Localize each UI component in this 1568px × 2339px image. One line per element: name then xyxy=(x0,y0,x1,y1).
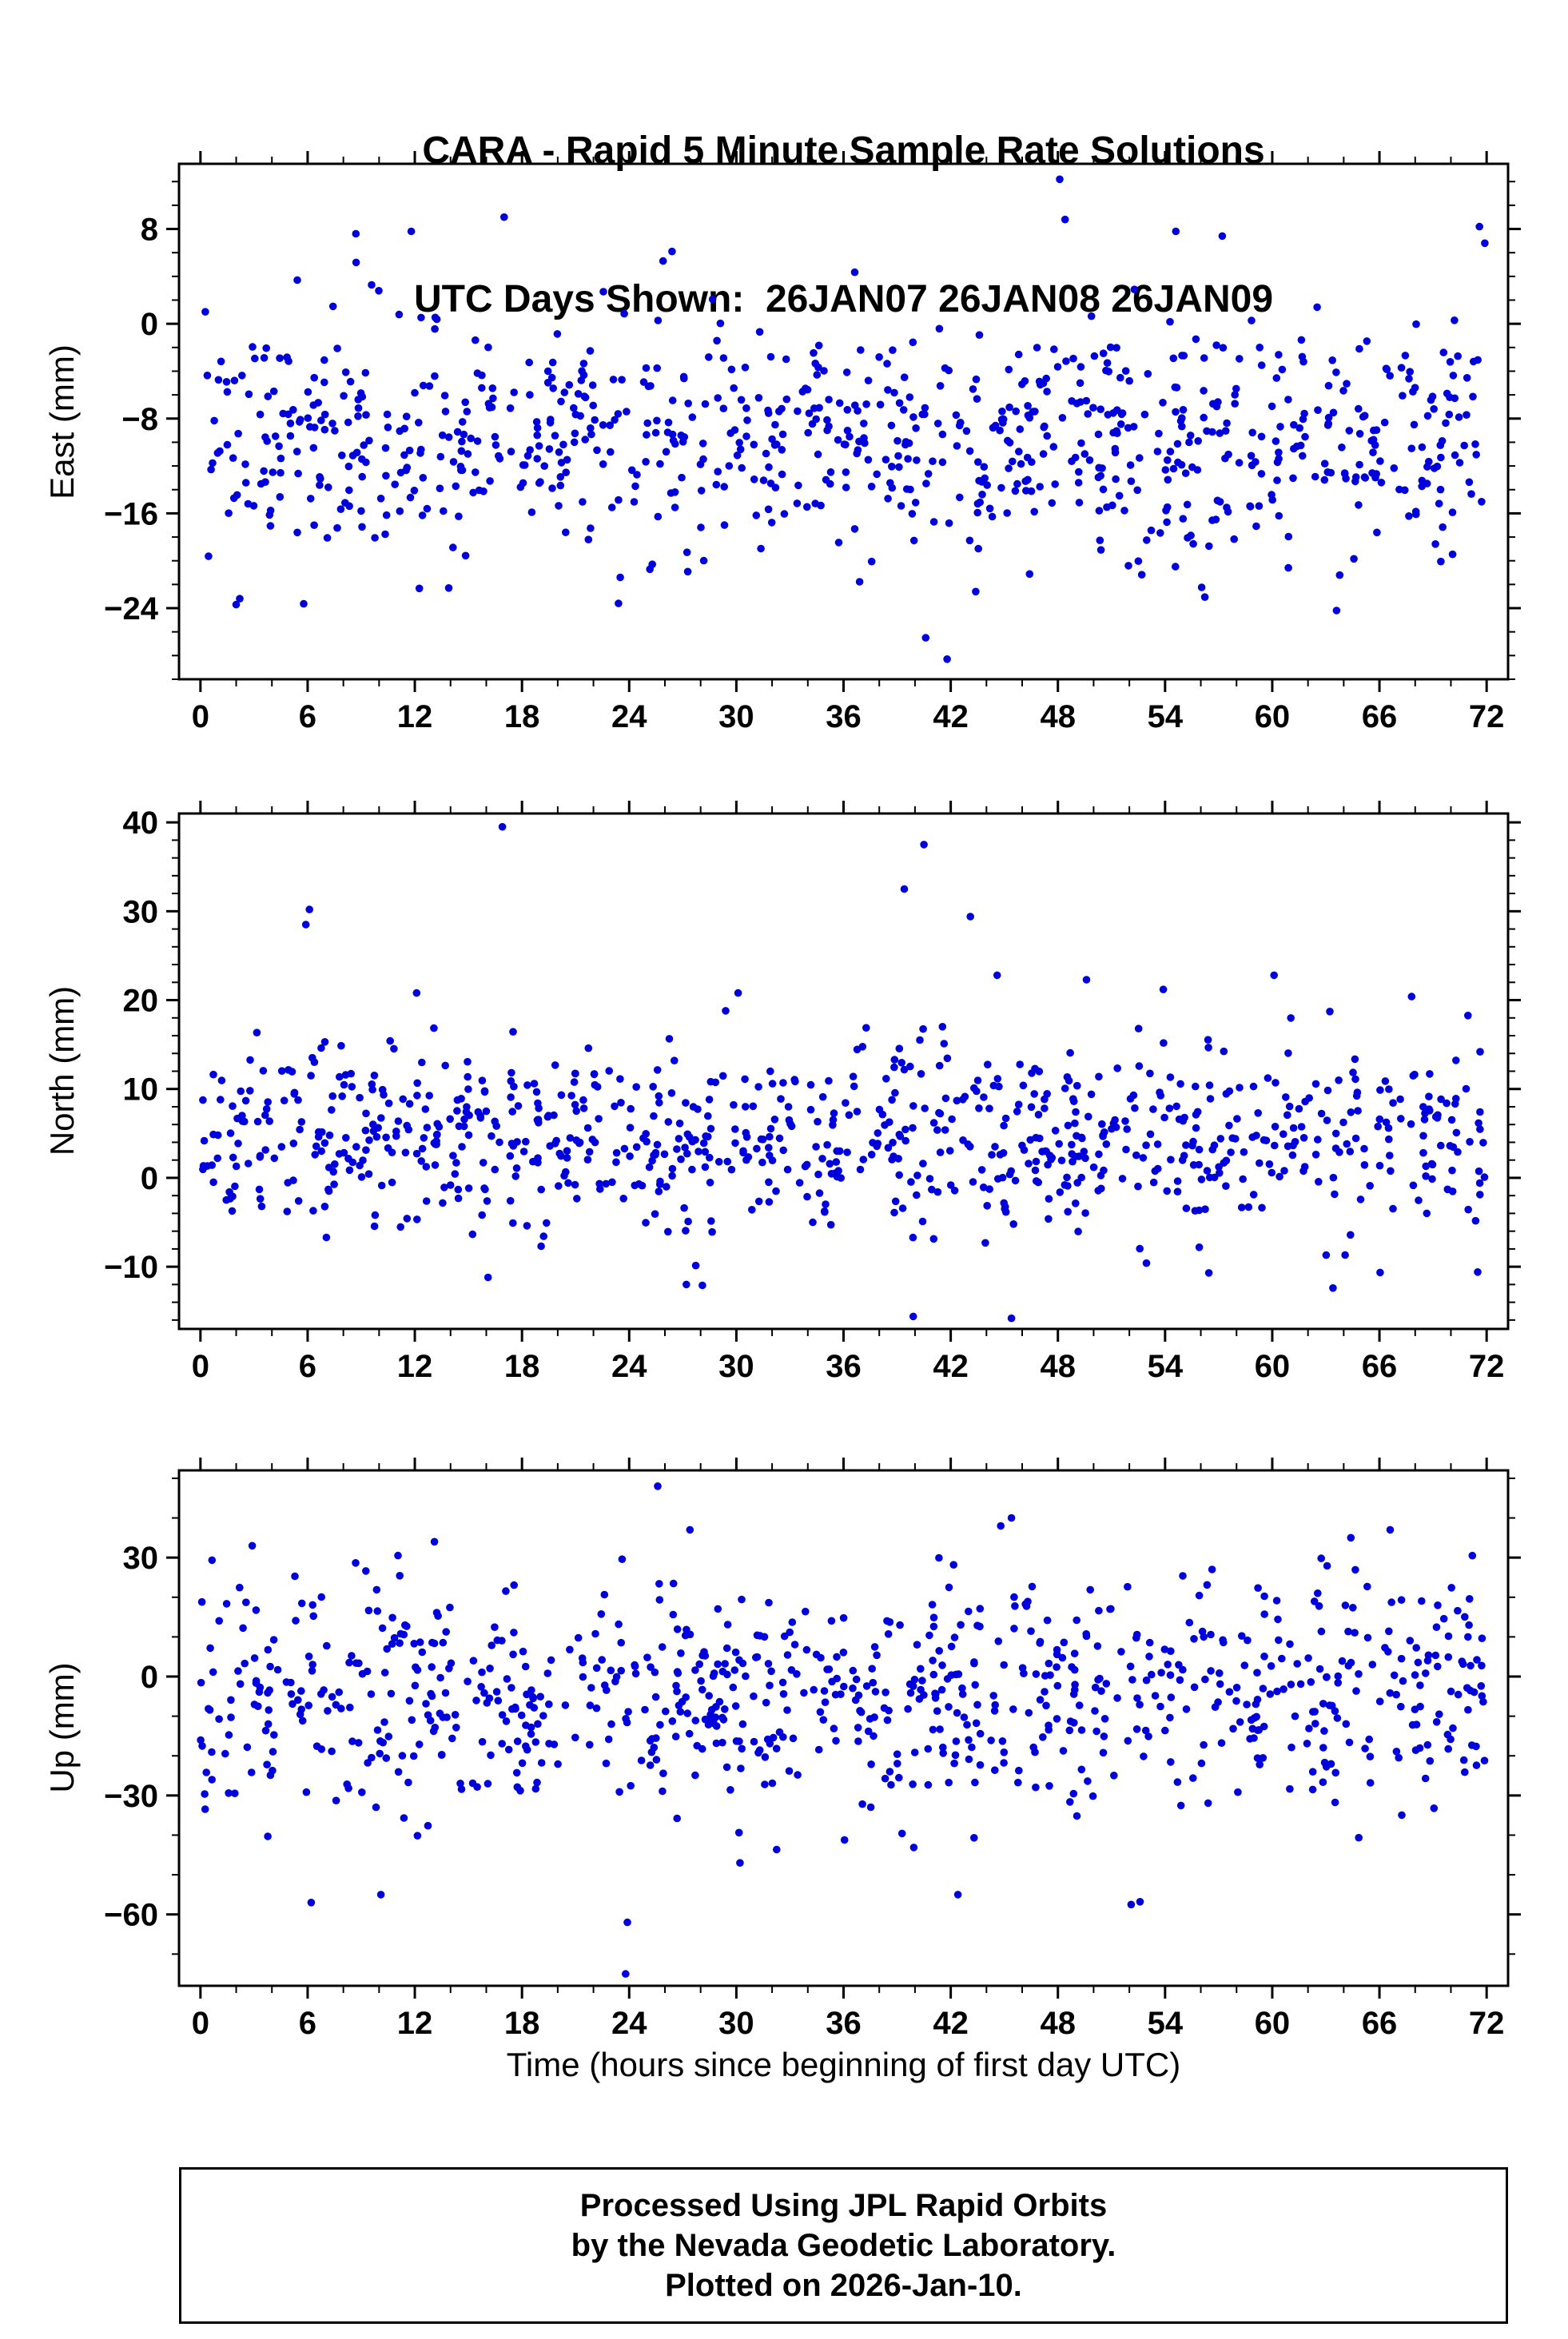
svg-text:54: 54 xyxy=(1148,699,1184,734)
svg-text:6: 6 xyxy=(299,2006,316,2041)
north-points xyxy=(199,822,1489,1323)
svg-text:24: 24 xyxy=(611,1349,647,1384)
svg-text:−16: −16 xyxy=(104,496,158,531)
title-line-2: UTC Days Shown: 26JAN07 26JAN08 26JAN09 xyxy=(413,278,1274,320)
svg-text:40: 40 xyxy=(123,806,159,841)
svg-text:0: 0 xyxy=(141,1161,158,1196)
svg-text:−60: −60 xyxy=(104,1898,158,1933)
svg-text:66: 66 xyxy=(1362,2006,1398,2041)
footer-line-3: Plotted on 2026-Jan-10. xyxy=(665,2268,1022,2303)
svg-text:30: 30 xyxy=(718,2006,754,2041)
svg-text:72: 72 xyxy=(1469,1349,1505,1384)
svg-text:−8: −8 xyxy=(121,402,158,437)
svg-text:36: 36 xyxy=(826,1349,862,1384)
svg-text:66: 66 xyxy=(1362,1349,1398,1384)
title-line-1: CARA - Rapid 5 Minute Sample Rate Soluti… xyxy=(422,129,1265,172)
svg-text:30: 30 xyxy=(718,1349,754,1384)
y-axis-label-north: North (mm) xyxy=(43,985,81,1156)
svg-text:6: 6 xyxy=(299,699,316,734)
svg-text:0: 0 xyxy=(141,307,158,342)
svg-text:12: 12 xyxy=(397,699,433,734)
y-axis-label-east: East (mm) xyxy=(43,344,81,499)
svg-text:18: 18 xyxy=(504,699,540,734)
svg-text:20: 20 xyxy=(123,984,159,1019)
svg-text:0: 0 xyxy=(192,2006,209,2041)
svg-text:66: 66 xyxy=(1362,699,1398,734)
up-panel: 0 6 12 18 24 30 36 42 48 54 60 66 72 30 0 −30 −60 xyxy=(104,1458,1521,2041)
svg-text:42: 42 xyxy=(933,2006,969,2041)
up-points xyxy=(197,1482,1489,1978)
svg-text:24: 24 xyxy=(611,2006,647,2041)
svg-text:0: 0 xyxy=(192,699,209,734)
svg-text:8: 8 xyxy=(141,213,158,248)
svg-text:10: 10 xyxy=(123,1072,159,1108)
x-axis-label: Time (hours since beginning of first day… xyxy=(506,2046,1181,2083)
svg-text:72: 72 xyxy=(1469,2006,1505,2041)
svg-text:−24: −24 xyxy=(104,591,159,627)
svg-text:42: 42 xyxy=(933,1349,969,1384)
svg-text:60: 60 xyxy=(1255,1349,1291,1384)
svg-text:30: 30 xyxy=(718,699,754,734)
svg-text:36: 36 xyxy=(826,2006,862,2041)
svg-text:18: 18 xyxy=(504,2006,540,2041)
svg-text:30: 30 xyxy=(123,1541,159,1576)
footer-line-2: by the Nevada Geodetic Laboratory. xyxy=(571,2228,1116,2263)
svg-text:12: 12 xyxy=(397,1349,433,1384)
svg-text:48: 48 xyxy=(1040,699,1076,734)
north-panel: 0 6 12 18 24 30 36 42 48 54 60 66 72 40 30 20 10 0 −10 xyxy=(104,801,1521,1384)
footer-box: Processed Using JPL Rapid Orbits by the … xyxy=(179,2167,1508,2324)
y-axis-label-up: Up (mm) xyxy=(43,1662,81,1793)
footer-line-1: Processed Using JPL Rapid Orbits xyxy=(579,2188,1108,2223)
svg-text:18: 18 xyxy=(504,1349,540,1384)
svg-text:30: 30 xyxy=(123,894,159,929)
svg-text:−30: −30 xyxy=(104,1779,158,1814)
svg-text:24: 24 xyxy=(611,699,647,734)
svg-text:0: 0 xyxy=(141,1660,158,1695)
svg-text:48: 48 xyxy=(1040,1349,1076,1384)
svg-text:72: 72 xyxy=(1469,699,1505,734)
svg-text:12: 12 xyxy=(397,2006,433,2041)
svg-text:36: 36 xyxy=(826,699,862,734)
svg-text:0: 0 xyxy=(192,1349,209,1384)
svg-text:54: 54 xyxy=(1148,1349,1184,1384)
svg-text:60: 60 xyxy=(1255,2006,1291,2041)
chart-title: CARA - Rapid 5 Minute Sample Rate Soluti… xyxy=(179,27,1508,424)
svg-text:48: 48 xyxy=(1040,2006,1076,2041)
svg-text:60: 60 xyxy=(1255,699,1291,734)
svg-text:−10: −10 xyxy=(104,1250,158,1285)
svg-text:6: 6 xyxy=(299,1349,316,1384)
svg-text:54: 54 xyxy=(1148,2006,1184,2041)
svg-text:42: 42 xyxy=(933,699,969,734)
